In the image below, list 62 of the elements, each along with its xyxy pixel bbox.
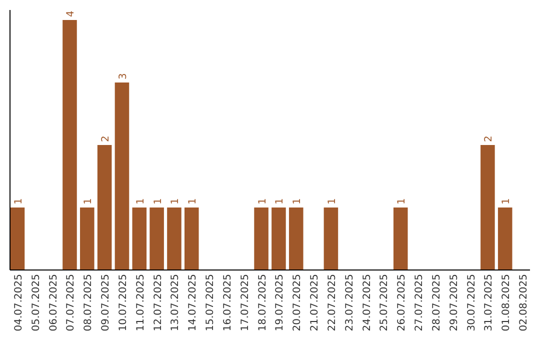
x-tick-label: 30.07.2025 (466, 274, 478, 332)
x-tick-label: 15.07.2025 (205, 274, 216, 332)
x-tick-label: 25.07.2025 (379, 274, 390, 332)
data-label: 2 (100, 136, 112, 142)
data-label: 1 (257, 198, 268, 204)
bar (97, 145, 112, 270)
x-tick-label: 23.07.2025 (344, 274, 356, 332)
bar (150, 208, 164, 270)
x-tick-label: 31.07.2025 (484, 274, 495, 332)
data-label: 2 (484, 136, 495, 142)
bar (132, 208, 147, 270)
x-tick-label: 10.07.2025 (118, 274, 129, 332)
bar (393, 208, 408, 270)
data-label: 1 (152, 198, 164, 204)
x-tick-label: 17.07.2025 (240, 274, 251, 332)
bar (114, 82, 130, 270)
data-label: 1 (135, 198, 146, 204)
data-label: 1 (292, 198, 304, 204)
data-label: 1 (83, 198, 94, 204)
x-tick-label: 26.07.2025 (396, 274, 408, 332)
x-tick-label: 05.07.2025 (30, 274, 42, 332)
x-tick-label: 09.07.2025 (100, 274, 112, 332)
data-label: 1 (396, 198, 408, 204)
x-tick-label: 04.07.2025 (13, 274, 24, 332)
bar (324, 208, 338, 270)
x-tick-label: 21.07.2025 (310, 274, 321, 332)
data-label: 1 (501, 198, 512, 204)
data-label: 1 (170, 198, 182, 204)
bar (272, 208, 286, 270)
bar (62, 20, 77, 270)
x-tick-label: 24.07.2025 (362, 274, 373, 332)
x-tick-label: 14.07.2025 (188, 274, 199, 332)
x-tick-label: 22.07.2025 (326, 274, 338, 332)
data-label: 1 (188, 198, 199, 204)
x-tick-label: 27.07.2025 (414, 274, 426, 332)
bar (254, 208, 268, 270)
x-tick-label: 16.07.2025 (222, 274, 234, 332)
x-tick-label: 29.07.2025 (448, 274, 460, 332)
data-label: 4 (66, 10, 77, 17)
x-tick-label: 02.08.2025 (518, 274, 530, 332)
x-tick-label: 11.07.2025 (135, 274, 146, 332)
bar (184, 208, 199, 270)
bar (498, 208, 512, 270)
x-tick-label: 18.07.2025 (257, 274, 268, 332)
x-tick-label: 13.07.2025 (170, 274, 182, 332)
bar (80, 208, 94, 270)
bar (10, 208, 25, 270)
x-tick-label: 01.08.2025 (501, 274, 512, 332)
x-tick-label: 20.07.2025 (292, 274, 304, 332)
bar (288, 208, 304, 270)
data-label: 3 (118, 73, 129, 80)
data-label: 1 (13, 198, 24, 204)
x-tick-label: 07.07.2025 (66, 274, 77, 332)
x-tick-label: 08.07.2025 (83, 274, 94, 332)
x-tick-label: 28.07.2025 (431, 274, 442, 332)
bar (167, 208, 182, 270)
data-label: 1 (274, 198, 286, 204)
x-tick-label: 12.07.2025 (152, 274, 164, 332)
data-label: 1 (326, 198, 338, 204)
x-tick-label: 19.07.2025 (274, 274, 286, 332)
bar (480, 145, 495, 270)
x-tick-label: 06.07.2025 (48, 274, 60, 332)
